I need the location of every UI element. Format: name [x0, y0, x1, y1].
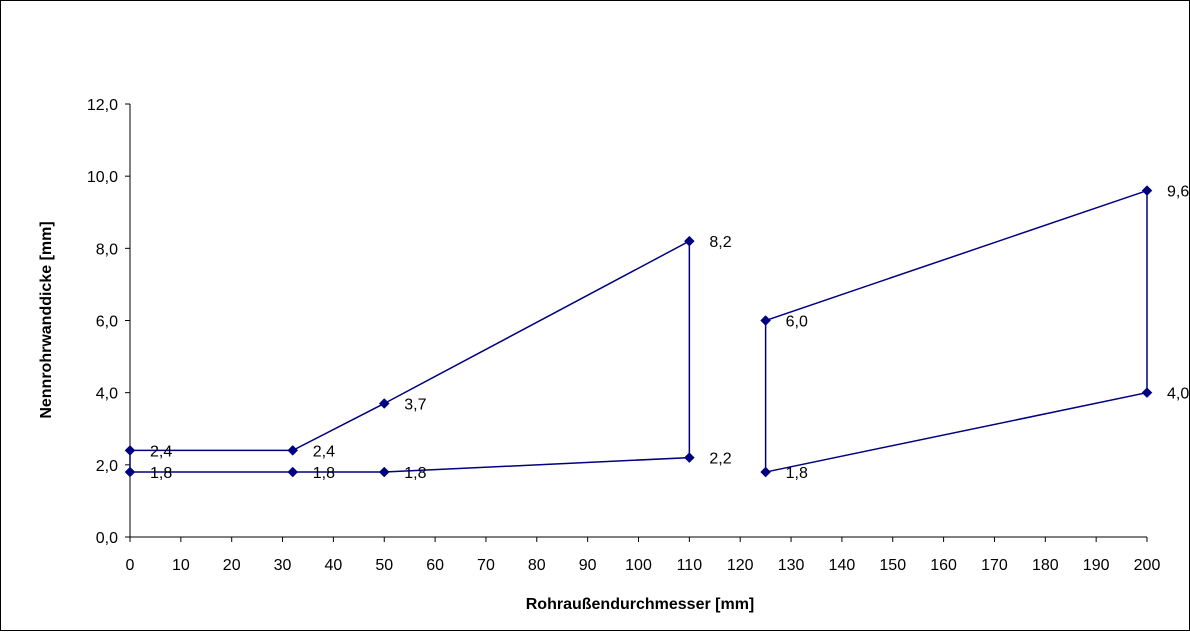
x-tick-label: 50 [375, 557, 393, 574]
x-tick-label: 160 [930, 557, 957, 574]
x-tick-label: 90 [579, 557, 597, 574]
data-label: 1,8 [313, 465, 335, 482]
y-tick-label: 0,0 [96, 530, 118, 547]
x-tick-label: 40 [325, 557, 343, 574]
x-tick-label: 150 [879, 557, 906, 574]
data-label: 9,6 [1167, 184, 1189, 201]
x-tick-label: 80 [528, 557, 546, 574]
x-tick-label: 70 [477, 557, 495, 574]
x-tick-label: 20 [223, 557, 241, 574]
data-label: 3,7 [404, 396, 426, 413]
data-label: 2,2 [709, 451, 731, 468]
x-tick-label: 30 [274, 557, 292, 574]
y-tick-label: 8,0 [96, 241, 118, 258]
x-tick-label: 130 [778, 557, 805, 574]
data-label: 6,0 [786, 314, 808, 331]
x-tick-label: 110 [677, 557, 703, 574]
data-label: 2,4 [313, 443, 335, 460]
x-tick-label: 100 [625, 557, 652, 574]
x-tick-label: 0 [126, 557, 135, 574]
data-label: 8,2 [709, 234, 731, 251]
data-label: 1,8 [404, 465, 426, 482]
data-label: 4,0 [1167, 386, 1189, 403]
x-axis-title: Rohraußendurchmesser [mm] [526, 596, 755, 613]
y-tick-label: 10,0 [87, 169, 118, 186]
x-tick-label: 60 [426, 557, 444, 574]
y-tick-label: 4,0 [96, 386, 118, 403]
y-tick-label: 6,0 [96, 314, 118, 331]
data-label: 1,8 [786, 465, 808, 482]
x-tick-label: 140 [829, 557, 856, 574]
y-axis-title: Nennrohrwanddicke [mm] [38, 221, 55, 418]
x-tick-label: 180 [1032, 557, 1059, 574]
y-tick-label: 12,0 [87, 97, 118, 114]
data-label: 1,8 [150, 465, 172, 482]
x-tick-label: 200 [1134, 557, 1161, 574]
x-tick-label: 10 [172, 557, 190, 574]
x-tick-label: 120 [727, 557, 754, 574]
x-tick-label: 190 [1083, 557, 1110, 574]
data-label: 2,4 [150, 443, 172, 460]
x-tick-label: 170 [981, 557, 1008, 574]
y-tick-label: 2,0 [96, 458, 118, 475]
